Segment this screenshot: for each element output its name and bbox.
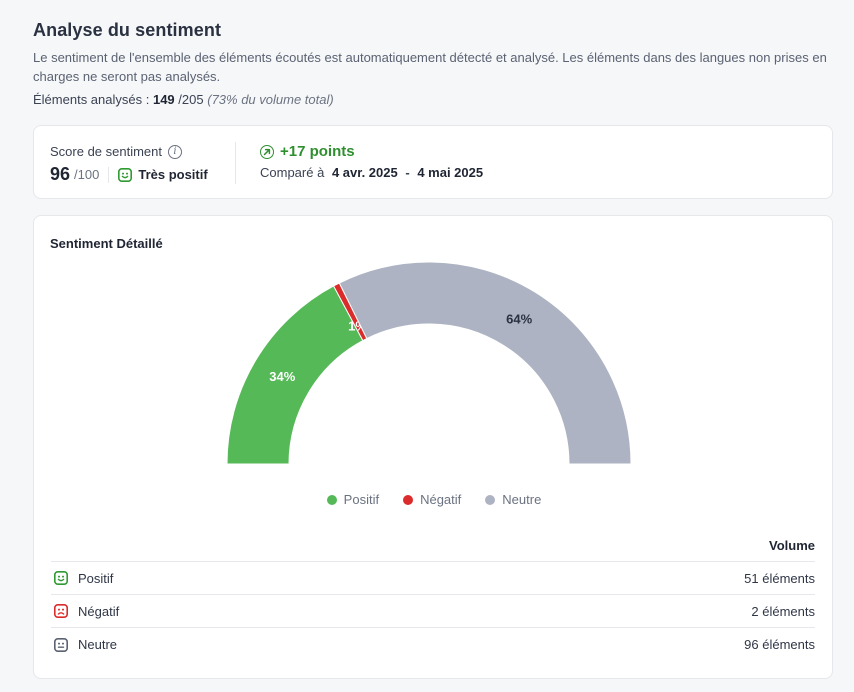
row-label: Neutre: [78, 637, 118, 652]
score-divider: [235, 142, 236, 184]
legend-label: Neutre: [502, 492, 542, 507]
row-value: 51 éléments: [744, 570, 815, 586]
frown-icon: [54, 604, 68, 618]
legend-label: Positif: [343, 492, 380, 507]
smile-icon: [54, 571, 68, 585]
row-name: Négatif: [51, 604, 119, 619]
row-name: Neutre: [51, 637, 117, 652]
analysed-total: /205: [178, 92, 204, 107]
row-name: Positif: [51, 571, 113, 586]
score-comparison: +17 points Comparé à 4 avr. 2025 - 4 mai…: [260, 143, 483, 180]
compare-start: 4 avr. 2025: [331, 165, 398, 180]
legend-label: Négatif: [420, 492, 462, 507]
page-header: Analyse du sentiment Le sentiment de l'e…: [33, 20, 833, 107]
info-icon[interactable]: i: [168, 144, 183, 159]
legend-dot: [326, 494, 337, 505]
gauge-segment-neutre[interactable]: [338, 261, 632, 465]
compare-separator: -: [405, 165, 410, 180]
analysed-count: 149: [152, 92, 175, 107]
page-description: Le sentiment de l'ensemble des éléments …: [33, 50, 827, 84]
row-label: Positif: [78, 570, 114, 586]
score-block: Score de sentiment i 96 /100 Très positi…: [50, 144, 208, 185]
table-row: Neutre 96 éléments: [51, 628, 815, 661]
score-label: Score de sentiment: [50, 144, 163, 159]
compare-end: 4 mai 2025: [417, 165, 484, 180]
detail-title: Sentiment Détaillé: [50, 236, 163, 251]
volume-header: Volume: [51, 534, 815, 562]
chart-legend: Positif Négatif Neutre: [34, 492, 834, 508]
score-separator: [108, 166, 110, 183]
compare-period: Comparé à 4 avr. 2025 - 4 mai 2025: [260, 165, 483, 180]
score-max: /100: [74, 167, 100, 182]
legend-item-négatif[interactable]: Négatif: [403, 492, 461, 507]
analysed-note: (73% du volume total): [207, 92, 334, 107]
legend-dot: [485, 494, 496, 505]
table-row: Positif 51 éléments: [51, 562, 815, 595]
row-value: 96 éléments: [744, 637, 815, 652]
row-label: Négatif: [78, 603, 120, 619]
smile-icon: [118, 167, 133, 182]
legend-item-neutre[interactable]: Neutre: [485, 492, 541, 507]
neutral-face-icon: [54, 637, 68, 652]
score-status: Très positif: [138, 167, 208, 182]
gauge-label-positif: 34%: [269, 369, 295, 384]
score-delta: +17 points: [260, 143, 483, 160]
row-value: 2 éléments: [751, 603, 815, 619]
gauge-label-neutre: 64%: [506, 312, 532, 327]
table-row: Négatif 2 éléments: [51, 595, 815, 628]
page-title: Analyse du sentiment: [33, 20, 222, 40]
score-delta-text: +17 points: [280, 143, 355, 160]
compare-label: Comparé à: [260, 165, 325, 180]
analysed-summary: Éléments analysés : 149 /205 (73% du vol…: [33, 92, 833, 107]
score-line: 96 /100 Très positif: [50, 164, 208, 185]
legend-item-positif[interactable]: Positif: [326, 492, 380, 507]
sentiment-gauge-chart: 34%1% 64%: [226, 261, 632, 465]
score-label-row: Score de sentiment i: [50, 144, 208, 159]
volume-table: Volume Positif 51 éléments Négatif 2 élémen…: [51, 534, 815, 661]
legend-dot: [403, 494, 414, 505]
analysed-label: Éléments analysés :: [33, 92, 150, 107]
score-value: 96: [50, 164, 71, 184]
arrow-up-right-circle-icon: [260, 144, 274, 159]
sentiment-detail-card: Sentiment Détaillé 34% 1% 64% Positif Négat…: [33, 215, 833, 679]
score-card: Score de sentiment i 96 /100 Très positi…: [33, 125, 833, 199]
